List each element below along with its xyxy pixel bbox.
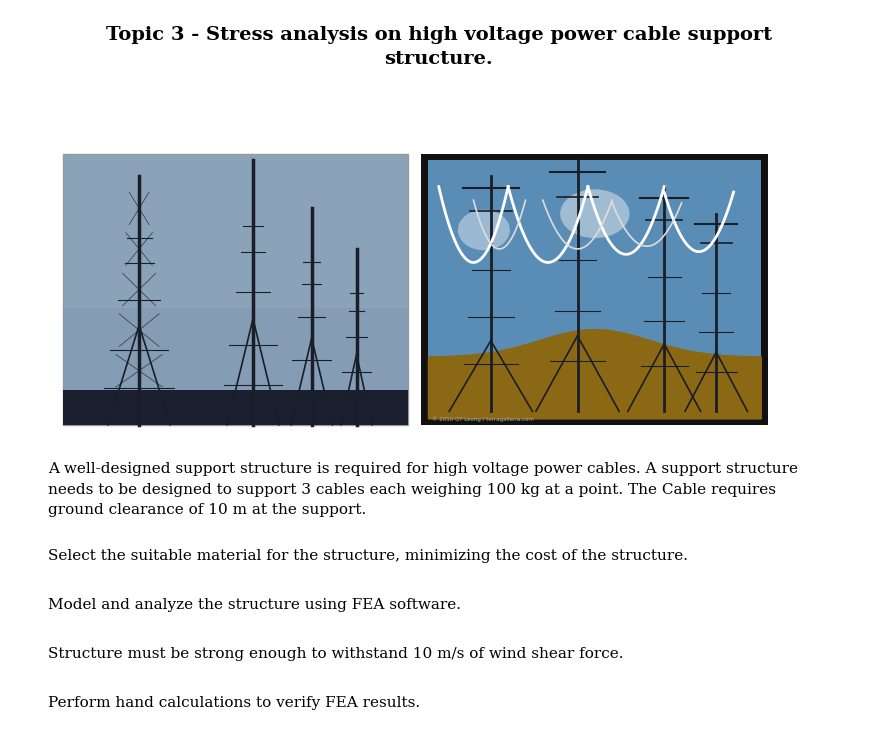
- Bar: [428, 357, 760, 419]
- Bar: [428, 160, 760, 419]
- Text: A well-designed support structure is required for high voltage power cables. A s: A well-designed support structure is req…: [48, 462, 797, 517]
- Text: Perform hand calculations to verify FEA results.: Perform hand calculations to verify FEA …: [48, 696, 420, 710]
- Text: Model and analyze the structure using FEA software.: Model and analyze the structure using FE…: [48, 598, 460, 612]
- Polygon shape: [428, 329, 760, 419]
- Text: Structure must be strong enough to withstand 10 m/s of wind shear force.: Structure must be strong enough to withs…: [48, 647, 623, 661]
- Bar: [63, 308, 408, 390]
- Bar: [63, 154, 408, 425]
- Text: Select the suitable material for the structure, minimizing the cost of the struc: Select the suitable material for the str…: [48, 549, 688, 563]
- Text: Topic 3 - Stress analysis on high voltage power cable support
structure.: Topic 3 - Stress analysis on high voltag…: [106, 26, 771, 68]
- Bar: [63, 390, 408, 425]
- Ellipse shape: [457, 210, 510, 250]
- Text: © 2010 QT Leong / terragalleria.com: © 2010 QT Leong / terragalleria.com: [431, 416, 533, 422]
- Bar: [421, 154, 767, 425]
- Ellipse shape: [560, 190, 629, 238]
